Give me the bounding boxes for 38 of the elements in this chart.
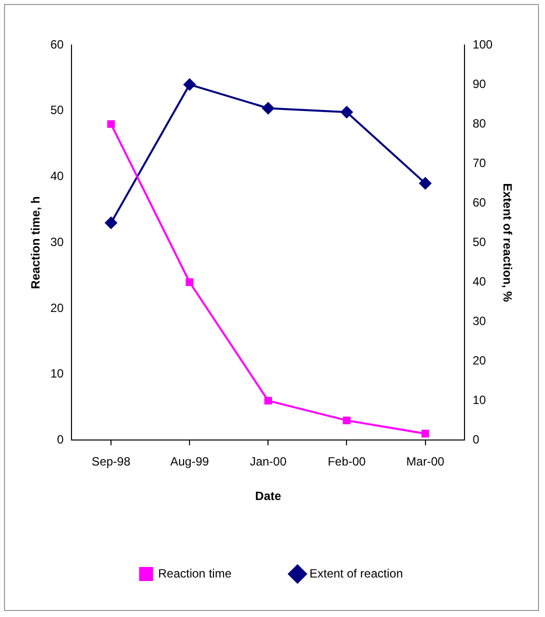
point [107,120,115,128]
x-tick-label: Aug-99 [170,454,210,469]
y-tick-label: 40 [50,169,64,184]
y-tick-label: 50 [50,103,64,118]
y-axis-title: Reaction time, h [28,196,43,289]
point [342,416,351,424]
x-axis-title: Date [255,489,282,504]
y2-tick-label: 10 [472,392,486,407]
y2-tick-label: 90 [472,76,486,91]
y-tick-label: 60 [50,37,64,52]
point [421,430,430,438]
legend-label: Reaction time [158,566,232,580]
x-tick-label: Jan-00 [250,454,287,469]
point [186,278,194,286]
y2-tick-label: 70 [472,156,486,170]
point [105,216,118,229]
y2-tick-label: 40 [472,274,486,288]
point [419,177,432,190]
y2-tick-label: 100 [472,37,493,52]
point [264,396,272,405]
y2-tick-label: 30 [472,314,486,328]
y2-tick-label: 50 [472,234,486,249]
point [262,102,274,114]
y-tick-label: 20 [50,300,64,315]
y-tick-label: 10 [50,366,64,381]
x-tick-label: Mar-00 [406,454,445,469]
x-tick-label: Sep-98 [92,454,131,469]
point [184,78,196,91]
point [340,106,353,118]
y2-tick-label: 60 [472,195,486,210]
x-tick-label: Feb-00 [328,454,366,469]
y-tick-label: 0 [57,432,64,447]
legend-label: Extent of reaction [309,566,403,580]
y2-tick-label: 0 [472,432,480,447]
y2-axis-title: Extent of reaction, % [500,183,514,302]
y2-tick-label: 80 [472,116,486,130]
y2-tick-label: 20 [472,353,486,368]
y-tick-label: 30 [50,234,64,249]
